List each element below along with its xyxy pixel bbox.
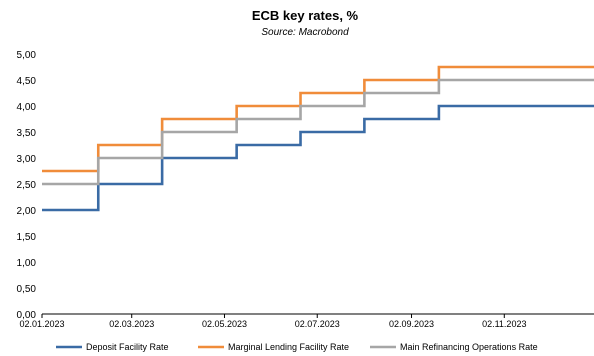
series-line-0 xyxy=(42,104,594,212)
series-group xyxy=(42,65,594,212)
y-tick-label: 3,00 xyxy=(17,154,37,165)
y-tick-label: 4,00 xyxy=(17,102,37,113)
y-tick-label: 2,00 xyxy=(17,206,37,217)
chart-title: ECB key rates, % xyxy=(252,8,359,23)
y-tick-label: 3,50 xyxy=(17,128,37,139)
y-tick-label: 1,50 xyxy=(17,232,37,243)
series-line-1 xyxy=(42,65,594,173)
x-tick-label: 02.03.2023 xyxy=(109,319,154,329)
y-axis-ticks: 0,00 0,50 1,00 1,50 2,00 2,50 3,00 3,50 4,00 4,50… xyxy=(17,50,37,321)
x-tick-label: 02.01.2023 xyxy=(19,319,64,329)
x-axis-ticks: 02.01.2023 02.03.2023 02.05.2023 02.07.2023… xyxy=(19,314,526,329)
legend-label-2: Main Refinancing Operations Rate xyxy=(400,342,538,352)
y-tick-label: 2,50 xyxy=(17,180,37,191)
x-tick-label: 02.11.2023 xyxy=(482,319,526,329)
x-tick-label: 02.05.2023 xyxy=(202,319,247,329)
y-tick-label: 1,00 xyxy=(17,258,37,269)
legend: Deposit Facility Rate Marginal Lending Fa… xyxy=(56,342,538,352)
y-tick-label: 0,00 xyxy=(17,310,37,321)
y-tick-label: 0,50 xyxy=(17,284,37,295)
x-tick-label: 02.09.2023 xyxy=(389,319,434,329)
legend-label-1: Marginal Lending Facility Rate xyxy=(228,342,349,352)
chart-subtitle: Source: Macrobond xyxy=(261,27,349,38)
series-line-2 xyxy=(42,78,594,186)
legend-label-0: Deposit Facility Rate xyxy=(86,342,169,352)
y-tick-label: 4,50 xyxy=(17,76,37,87)
x-tick-label: 02.07.2023 xyxy=(295,319,340,329)
y-tick-label: 5,00 xyxy=(17,50,37,61)
